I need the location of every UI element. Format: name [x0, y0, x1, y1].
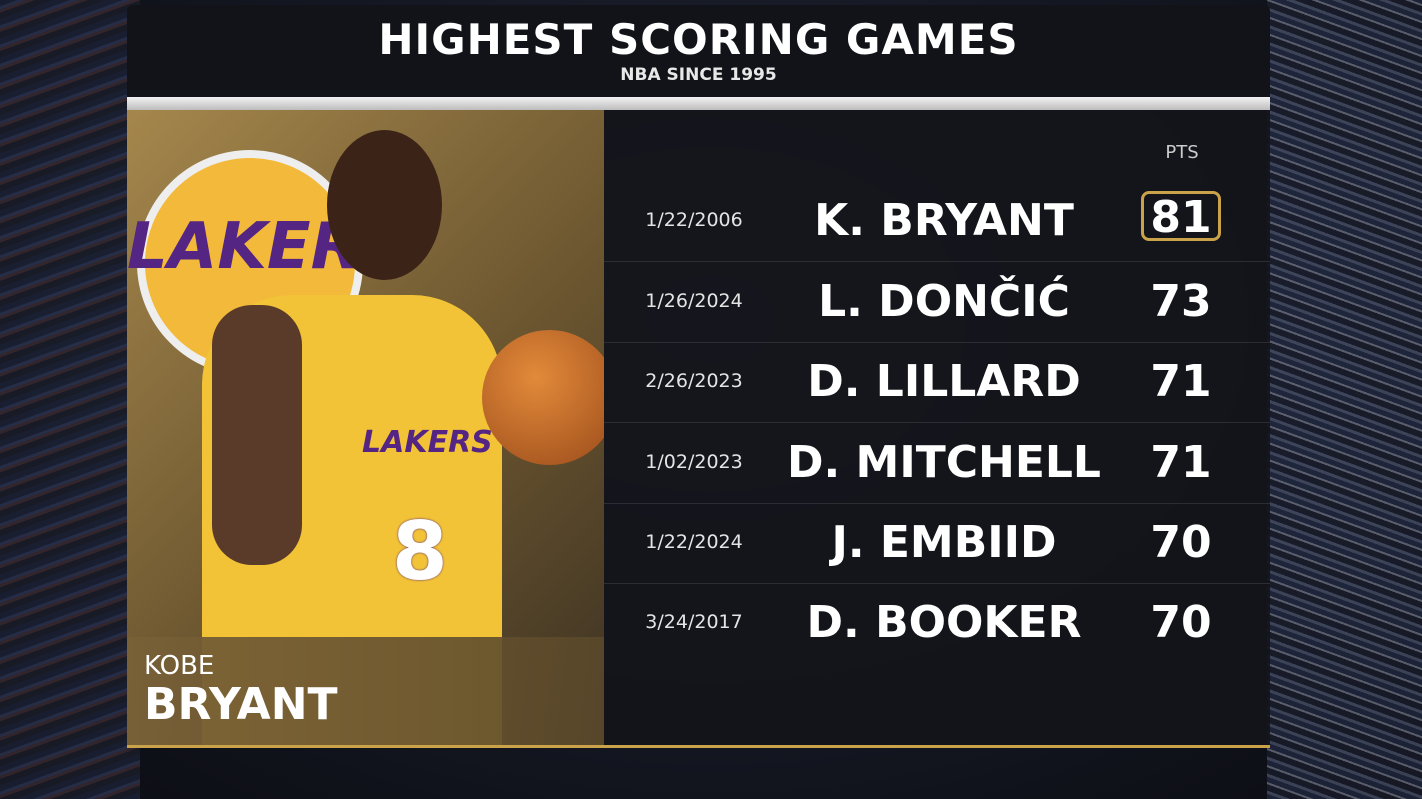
- table-row: 1/26/2024 L. DONČIĆ 73: [604, 262, 1270, 343]
- divider-bar: [127, 97, 1270, 110]
- player-name: D. LILLARD: [807, 356, 1081, 407]
- player-name: J. EMBIID: [831, 517, 1057, 568]
- points: 70: [1150, 517, 1212, 568]
- player-name: K. BRYANT: [814, 195, 1074, 246]
- date: 1/22/2006: [645, 209, 743, 231]
- background-crowd-right: [1267, 0, 1422, 799]
- table-row: 2/26/2023 D. LILLARD 71: [604, 342, 1270, 423]
- player-name: D. BOOKER: [806, 597, 1082, 648]
- player-arm: [212, 305, 302, 565]
- table-row: 3/24/2017 D. BOOKER 70: [604, 583, 1270, 663]
- first-name: KOBE: [144, 651, 215, 681]
- last-name: BRYANT: [144, 679, 338, 730]
- date: 1/26/2024: [645, 290, 743, 312]
- points: 71: [1150, 437, 1212, 488]
- jersey-text: LAKERS: [362, 425, 493, 460]
- player-photo: LAKERS LAKERS 8 KOBE BRYANT: [127, 110, 604, 745]
- date: 1/02/2023: [645, 451, 743, 473]
- points: 73: [1150, 276, 1212, 327]
- table-row: 1/22/2024 J. EMBIID 70: [604, 503, 1270, 584]
- points: 71: [1150, 356, 1212, 407]
- table-row: 1/02/2023 D. MITCHELL 71: [604, 423, 1270, 504]
- date: 1/22/2024: [645, 531, 743, 553]
- jersey-number: 8: [392, 505, 448, 598]
- points: 70: [1150, 597, 1212, 648]
- basketball: [482, 330, 604, 465]
- player-name: L. DONČIĆ: [818, 276, 1070, 327]
- background-crowd-left: [0, 0, 140, 799]
- date: 3/24/2017: [645, 611, 743, 633]
- scoring-table: PTS 1/22/2006 K. BRYANT 81 1/26/2024 L. …: [604, 110, 1270, 745]
- content: LAKERS LAKERS 8 KOBE BRYANT PTS 1/22/200…: [127, 110, 1270, 748]
- date: 2/26/2023: [645, 370, 743, 392]
- player-name-box: KOBE BRYANT: [127, 637, 604, 745]
- graphic-panel: HIGHEST SCORING GAMES NBA SINCE 1995 LAK…: [127, 5, 1270, 748]
- pts-header: PTS: [1165, 142, 1199, 163]
- subtitle: NBA SINCE 1995: [620, 65, 777, 85]
- table-row: 1/22/2006 K. BRYANT 81: [604, 181, 1270, 262]
- title: HIGHEST SCORING GAMES: [378, 15, 1019, 64]
- points-highlighted: 81: [1141, 191, 1221, 242]
- header: HIGHEST SCORING GAMES NBA SINCE 1995: [127, 5, 1270, 97]
- player-name: D. MITCHELL: [787, 437, 1101, 488]
- player-head: [327, 130, 442, 280]
